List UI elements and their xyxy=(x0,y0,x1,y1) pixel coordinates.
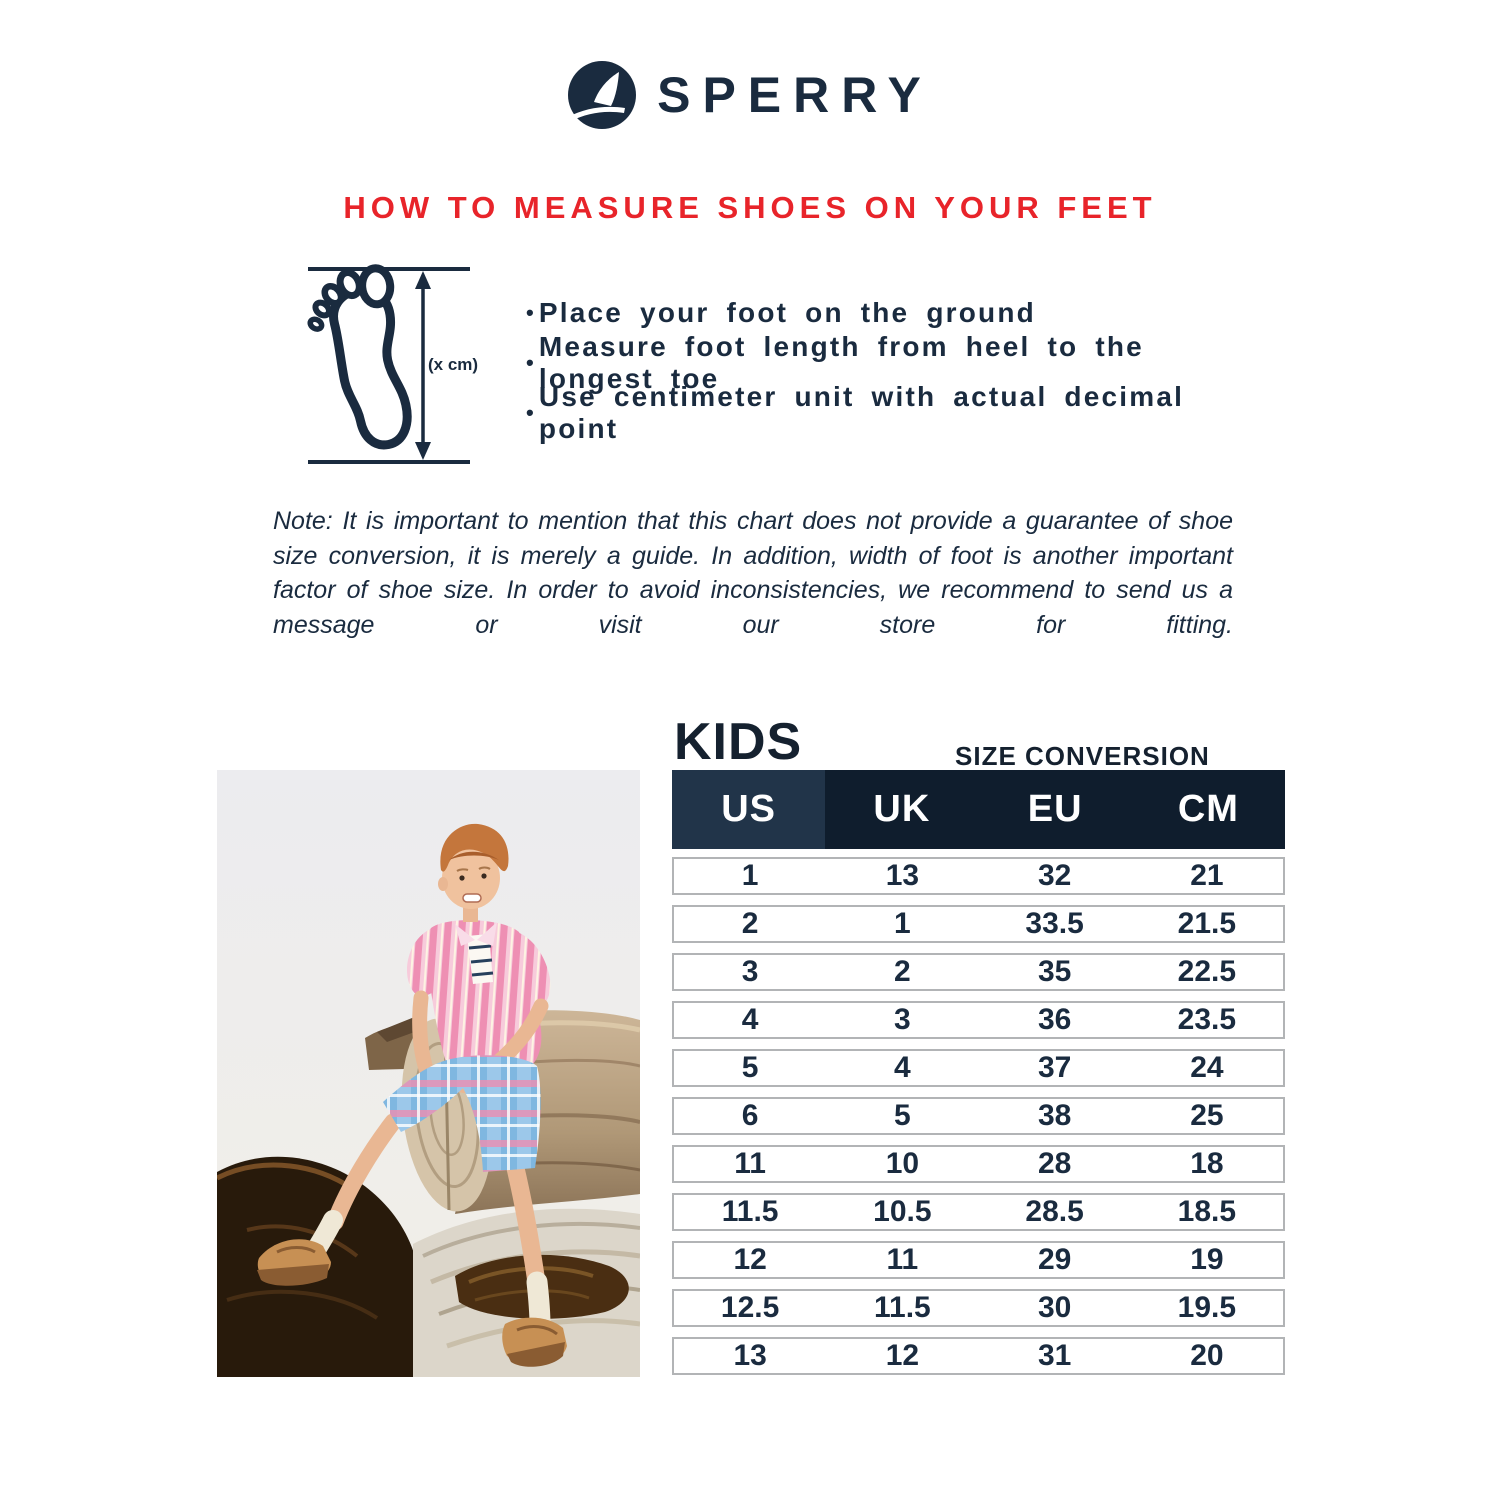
size-cell: 6 xyxy=(741,1099,759,1132)
arrowhead-down xyxy=(415,442,431,460)
size-cell: 38 xyxy=(1037,1099,1072,1132)
size-cell: 37 xyxy=(1037,1051,1072,1084)
measure-unit-label: (x cm) xyxy=(428,355,478,374)
size-cell: 2 xyxy=(894,955,911,988)
size-cell: 32 xyxy=(1037,859,1072,892)
size-table-row: 12 11 29 19 xyxy=(672,1241,1285,1279)
instruction-item: • Place your foot on the ground xyxy=(526,288,1226,338)
instruction-text: Measure foot length from heel to the lon… xyxy=(538,331,1144,394)
disclaimer-note: Note: It is important to mention that th… xyxy=(273,507,1233,639)
size-cell: 18.5 xyxy=(1177,1195,1237,1228)
bullet-dot: • xyxy=(526,400,536,425)
brand-name: SPERRY xyxy=(657,67,933,123)
brand-logo: SPERRY xyxy=(0,60,1500,130)
size-table-row: 5 4 37 24 xyxy=(672,1049,1285,1087)
size-cell: 11.5 xyxy=(874,1291,931,1324)
size-table-row: 12.5 11.5 30 19.5 xyxy=(672,1289,1285,1327)
boy-on-driftwood-illustration xyxy=(217,770,640,1377)
kids-photo xyxy=(217,770,640,1377)
size-table-body: 1 13 32 21 2 1 33.5 21.5 3 2 35 22.5 4 3 36 23.5 5 4 37 24 6… xyxy=(672,857,1285,1375)
size-cell: 5 xyxy=(894,1099,911,1132)
size-cell: 11.5 xyxy=(721,1195,779,1228)
size-cell: 4 xyxy=(741,1003,759,1036)
bullet-dot: • xyxy=(526,300,536,325)
column-header-us: US xyxy=(672,770,826,849)
size-cell: 18 xyxy=(1190,1147,1224,1180)
size-table-row: 2 1 33.5 21.5 xyxy=(672,905,1285,943)
size-table-row: 4 3 36 23.5 xyxy=(672,1001,1285,1039)
size-cell: 1 xyxy=(894,907,911,940)
column-header-cm: CM xyxy=(1177,788,1239,830)
size-cell: 36 xyxy=(1037,1003,1072,1036)
size-cell: 28.5 xyxy=(1025,1195,1084,1228)
size-cell: 33.5 xyxy=(1025,907,1084,940)
sperry-sailboat-icon xyxy=(568,61,637,129)
size-table-row: 6 5 38 25 xyxy=(672,1097,1285,1135)
size-cell: 3 xyxy=(894,1003,911,1036)
size-cell: 19 xyxy=(1190,1243,1224,1276)
size-table-header: US UK EU CM xyxy=(672,770,1285,849)
column-header-uk: UK xyxy=(873,788,931,830)
size-cell: 31 xyxy=(1037,1339,1072,1372)
size-cell: 25 xyxy=(1190,1099,1224,1132)
size-cell: 12 xyxy=(885,1339,920,1372)
instruction-list: • Place your foot on the ground • Measure f… xyxy=(526,288,1226,444)
footprint-icon xyxy=(307,264,412,450)
size-cell: 35 xyxy=(1037,955,1072,988)
size-cell: 23.5 xyxy=(1177,1003,1237,1036)
column-header-eu: EU xyxy=(1027,788,1083,830)
size-table-row: 13 12 31 20 xyxy=(672,1337,1285,1375)
size-cell: 12 xyxy=(733,1243,767,1276)
size-cell: 2 xyxy=(741,907,759,940)
size-table-row: 11 10 28 18 xyxy=(672,1145,1285,1183)
size-cell: 28 xyxy=(1037,1147,1072,1180)
foot-measure-diagram: (x cm) xyxy=(307,264,478,464)
size-cell: 3 xyxy=(741,955,759,988)
size-cell: 21 xyxy=(1190,859,1224,892)
size-cell: 1 xyxy=(741,859,759,892)
size-chart: KIDS SIZE CONVERSION US UK EU CM 1 13 32 21 2 1 3… xyxy=(672,712,1285,1385)
size-cell: 5 xyxy=(741,1051,759,1084)
bullet-dot: • xyxy=(526,350,536,375)
arrowhead-up xyxy=(415,271,431,289)
size-cell: 10.5 xyxy=(873,1195,932,1228)
size-cell: 11 xyxy=(886,1243,919,1276)
size-table-row: 11.5 10.5 28.5 18.5 xyxy=(672,1193,1285,1231)
size-cell: 11 xyxy=(734,1147,766,1180)
size-chart-group-title: KIDS xyxy=(674,713,803,771)
size-cell: 22.5 xyxy=(1177,955,1237,988)
size-cell: 13 xyxy=(885,859,920,892)
size-table-row: 1 13 32 21 xyxy=(672,857,1285,895)
size-table-row: 3 2 35 22.5 xyxy=(672,953,1285,991)
size-cell: 21.5 xyxy=(1177,907,1237,940)
size-chart-subtitle: SIZE CONVERSION xyxy=(955,741,1210,771)
size-cell: 13 xyxy=(733,1339,767,1372)
size-cell: 20 xyxy=(1190,1339,1224,1372)
size-cell: 24 xyxy=(1190,1051,1224,1084)
size-cell: 10 xyxy=(885,1147,920,1180)
size-cell: 12.5 xyxy=(720,1291,780,1324)
instruction-item: • Use centimeter unit with actual decimal… xyxy=(526,381,1226,444)
size-cell: 30 xyxy=(1037,1291,1072,1324)
instruction-text: Place your foot on the ground xyxy=(538,297,1036,328)
instruction-item: • Measure foot length from heel to the lo… xyxy=(526,331,1226,394)
page-title: HOW TO MEASURE SHOES ON YOUR FEET xyxy=(343,190,1157,225)
instruction-text: Use centimeter unit with actual decimal … xyxy=(538,381,1185,444)
size-cell: 19.5 xyxy=(1177,1291,1237,1324)
size-cell: 29 xyxy=(1037,1243,1072,1276)
size-cell: 4 xyxy=(894,1051,911,1084)
